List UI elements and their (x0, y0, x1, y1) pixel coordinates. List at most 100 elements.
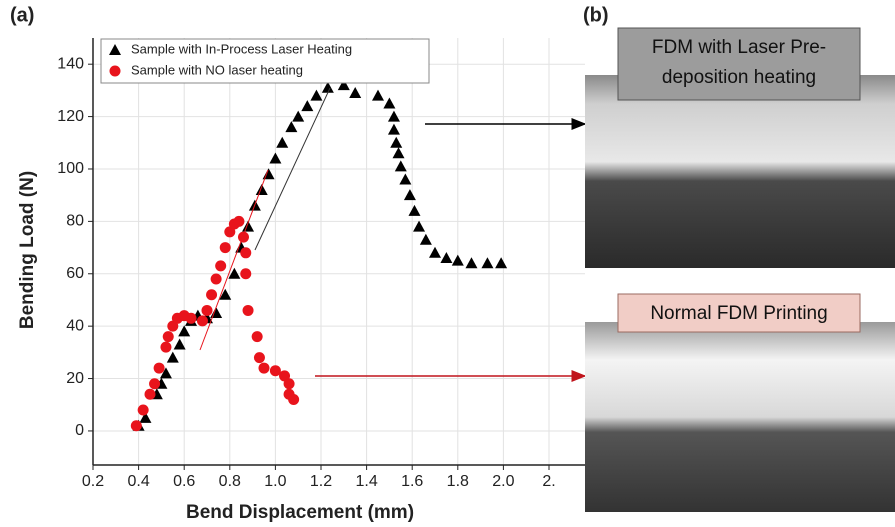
point (166, 351, 179, 363)
point (240, 247, 252, 259)
point (185, 312, 197, 324)
x-tick-label: 0.4 (127, 473, 149, 490)
y-tick-label: 20 (66, 370, 84, 387)
photo-label: deposition heating (662, 67, 816, 88)
point (372, 89, 384, 101)
legend-marker (109, 44, 121, 55)
x-tick-label: 1.6 (401, 473, 423, 490)
fit-line (254, 87, 331, 251)
point (201, 304, 213, 316)
x-tick-label: 1.2 (310, 473, 332, 490)
point (283, 378, 295, 390)
point (240, 268, 252, 280)
point (251, 331, 263, 343)
photo (585, 322, 895, 512)
point (233, 215, 245, 227)
plot-area (93, 38, 585, 465)
point (269, 152, 282, 164)
point (285, 121, 298, 133)
point (219, 242, 231, 254)
y-tick-label: 60 (66, 265, 84, 282)
point (228, 267, 241, 279)
legend-label: Sample with NO laser heating (131, 62, 303, 77)
legend-box (100, 38, 430, 84)
photo-label-box (617, 293, 861, 333)
point (255, 183, 268, 195)
point (394, 160, 407, 172)
point (419, 233, 432, 245)
point (451, 254, 464, 266)
point (215, 260, 227, 272)
point (130, 420, 142, 432)
y-tick-label: 120 (57, 108, 84, 125)
panel-label: (a) (10, 4, 34, 26)
point (321, 81, 334, 93)
fit-line (199, 169, 269, 351)
point (258, 362, 270, 374)
point (173, 338, 186, 350)
point (429, 246, 441, 258)
point (242, 220, 255, 232)
point (159, 367, 172, 379)
y-tick-label: 100 (57, 160, 84, 177)
point (206, 289, 218, 301)
y-tick-label: 0 (75, 422, 84, 439)
legend-marker (109, 65, 121, 77)
plot: 0.2 0.4 0.6 0.8 1.0 1.2 1.4 1.6 1.8 2.0 2.02040608… (17, 38, 585, 523)
point (337, 79, 350, 91)
point (178, 325, 191, 337)
point (310, 89, 323, 101)
point (387, 123, 400, 135)
point (160, 341, 172, 353)
point (349, 87, 362, 99)
point (390, 136, 403, 148)
point (399, 173, 412, 185)
x-tick-label: 1.0 (264, 473, 286, 490)
y-tick-label: 80 (66, 213, 84, 230)
point (292, 110, 305, 122)
point (495, 257, 508, 269)
point (276, 136, 289, 148)
x-tick-label: 0.8 (219, 473, 241, 490)
point (253, 352, 265, 364)
point (196, 315, 208, 327)
point (413, 220, 426, 232)
point (288, 394, 300, 406)
panel-label: (b) (583, 4, 609, 26)
x-tick-label: 1.4 (355, 473, 377, 490)
point (237, 231, 249, 243)
point (465, 257, 478, 269)
x-tick-label: 2.0 (492, 473, 514, 490)
point (440, 252, 453, 264)
x-tick-label: 2. (542, 473, 555, 490)
point (301, 100, 314, 112)
x-axis-label: Bend Displacement (mm) (186, 502, 414, 523)
point (149, 378, 161, 390)
point (242, 304, 254, 316)
point (481, 257, 494, 269)
y-tick-label: 140 (57, 55, 84, 72)
point (408, 204, 421, 216)
y-axis-label: Bending Load (N) (17, 171, 38, 329)
point (392, 147, 405, 159)
point (139, 411, 152, 423)
legend-label: Sample with In-Process Laser Heating (131, 41, 352, 56)
photo-label-box (617, 27, 861, 101)
point (137, 404, 149, 416)
x-tick-label: 0.6 (173, 473, 195, 490)
point (162, 331, 174, 343)
point (387, 110, 400, 122)
point (383, 97, 396, 109)
point (219, 288, 232, 300)
point (269, 365, 281, 377)
photo-label: Normal FDM Printing (650, 303, 827, 324)
point (403, 189, 416, 201)
point (210, 273, 222, 285)
point (144, 388, 156, 400)
photo (585, 75, 895, 268)
photo-label: FDM with Laser Pre- (652, 37, 826, 58)
x-tick-label: 1.8 (447, 473, 469, 490)
point (153, 362, 165, 374)
x-tick-label: 0.2 (82, 473, 104, 490)
